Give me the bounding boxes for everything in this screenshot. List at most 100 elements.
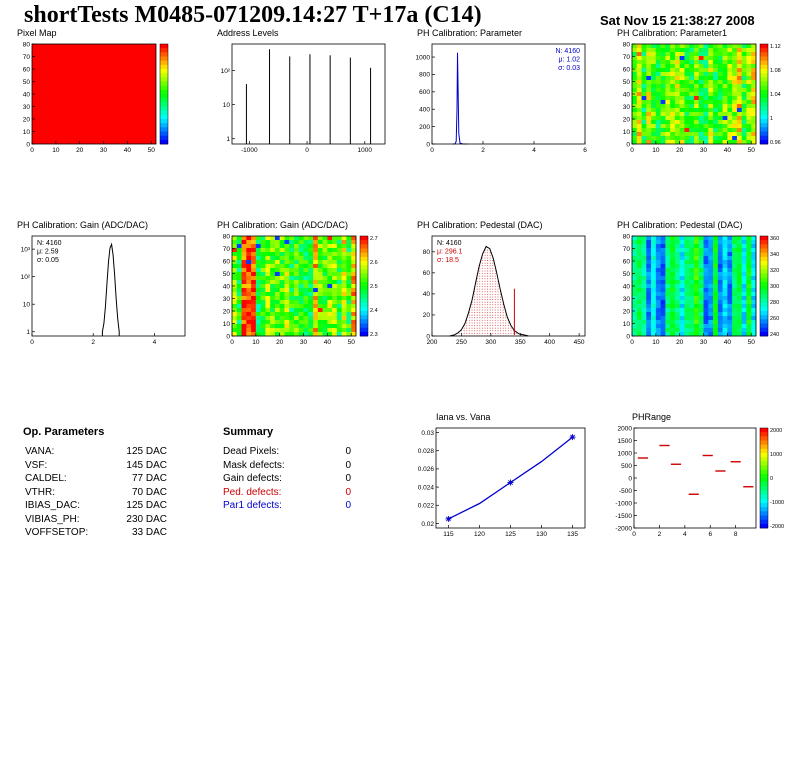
- svg-text:10: 10: [652, 339, 660, 346]
- param-row: CALDEL: 77 DAC: [25, 473, 167, 484]
- svg-text:600: 600: [419, 89, 430, 96]
- svg-text:60: 60: [623, 258, 631, 265]
- iana-vs-vana-plot: 115 120 125 130 135 0.02 0.022 0.024 0.026 0.028 0…: [418, 427, 586, 538]
- param-row: VTHR: 70 DAC: [25, 486, 167, 498]
- svg-text:20: 20: [623, 308, 631, 315]
- chart-title: Iana vs. Vana: [436, 412, 491, 422]
- svg-text:6: 6: [708, 531, 712, 538]
- svg-text:0.024: 0.024: [418, 484, 435, 491]
- param-row: Gain defects: 0: [223, 473, 351, 484]
- svg-text:-2000: -2000: [770, 524, 784, 530]
- svg-text:2000: 2000: [618, 425, 633, 432]
- svg-text:70: 70: [623, 246, 631, 253]
- chart-title: PHRange: [632, 412, 672, 422]
- svg-text:50: 50: [223, 271, 231, 278]
- svg-text:50: 50: [148, 147, 156, 154]
- svg-text:300: 300: [770, 284, 779, 290]
- svg-text:0.96: 0.96: [770, 140, 781, 146]
- svg-text:125: 125: [505, 531, 516, 538]
- svg-text:2.7: 2.7: [370, 236, 378, 242]
- chart-title: PH Calibration: Parameter1: [617, 28, 728, 38]
- svg-text:2.4: 2.4: [370, 308, 378, 314]
- svg-text:σ: 0.05: σ: 0.05: [37, 257, 59, 264]
- svg-text:2.3: 2.3: [370, 332, 378, 338]
- chart-title: PH Calibration: Parameter: [417, 28, 523, 38]
- svg-text:250: 250: [456, 339, 467, 346]
- param-row: VIBIAS_PH: 230 DAC: [25, 513, 167, 525]
- svg-text:0: 0: [770, 476, 773, 482]
- svg-text:30: 30: [100, 147, 108, 154]
- svg-text:260: 260: [770, 316, 779, 322]
- pedestal-heatmap: 0 10 20 30 40 50 0 10 20 30 40 50 60 70 80 360 340 320 300…: [623, 233, 779, 346]
- param-row: Dead Pixels: 0: [223, 446, 351, 457]
- svg-text:450: 450: [574, 339, 585, 346]
- svg-text:40: 40: [623, 283, 631, 290]
- svg-text:20: 20: [676, 339, 684, 346]
- svg-text:1000: 1000: [358, 147, 373, 154]
- svg-text:40: 40: [423, 291, 431, 298]
- svg-text:σ: 0.03: σ: 0.03: [558, 65, 580, 72]
- svg-text:N: 4160: N: 4160: [37, 240, 62, 247]
- svg-text:80: 80: [223, 233, 231, 240]
- svg-text:0: 0: [632, 531, 636, 538]
- timestamp: Sat Nov 15 21:38:27 2008: [600, 13, 755, 28]
- svg-text:50: 50: [623, 79, 631, 86]
- svg-text:400: 400: [419, 107, 430, 114]
- panel-address-levels: Address Levels -1000 0 1000 1 10 10²: [206, 28, 398, 157]
- chart-title: PH Calibration: Gain (ADC/DAC): [17, 220, 149, 230]
- panel-pedestal-hist: PH Calibration: Pedestal (DAC) 200 250 300…: [406, 220, 598, 349]
- svg-text:0: 0: [230, 339, 234, 346]
- svg-text:30: 30: [700, 339, 708, 346]
- svg-text:50: 50: [623, 271, 631, 278]
- summary-title: Summary: [223, 426, 274, 438]
- svg-text:50: 50: [748, 339, 756, 346]
- svg-text:10: 10: [223, 102, 231, 109]
- panel-gain-hist: PH Calibration: Gain (ADC/DAC) 0 2 4 1 10 10²…: [6, 220, 198, 349]
- ph-parameter-histogram: 0 2 4 6 0 200 400 600 800 1000 N: 4160 μ: 1.02σ: 0.…: [416, 43, 587, 154]
- svg-text:1.04: 1.04: [770, 92, 781, 98]
- svg-text:-2000: -2000: [615, 525, 632, 532]
- svg-text:0: 0: [305, 147, 309, 154]
- svg-text:40: 40: [223, 283, 231, 290]
- svg-text:1000: 1000: [770, 452, 782, 458]
- panel-ph-parameter1: PH Calibration: Parameter1 0 10 20 30 40 50 0 1…: [606, 28, 796, 157]
- svg-text:0: 0: [430, 147, 434, 154]
- panel-summary: Summary Dead Pixels: 0 Mask defects: 0 Gain …: [206, 412, 398, 513]
- svg-text:30: 30: [623, 296, 631, 303]
- svg-text:20: 20: [23, 116, 31, 123]
- svg-text:2000: 2000: [770, 428, 782, 434]
- svg-text:0.03: 0.03: [421, 430, 434, 437]
- address-levels-histogram: -1000 0 1000 1 10 10²: [221, 43, 386, 154]
- svg-text:400: 400: [544, 339, 555, 346]
- gain-heatmap: 0 10 20 30 40 50 0 10 20 30 40 50 60 70 80 2.7 2.6 2.5 2.4…: [223, 233, 378, 346]
- svg-text:40: 40: [623, 91, 631, 98]
- page-title: shortTests M0485-071209.14:27 T+17a (C14…: [24, 2, 482, 28]
- svg-text:4: 4: [683, 531, 687, 538]
- svg-text:70: 70: [623, 54, 631, 61]
- panel-pixel-map: Pixel Map 0 10 20 30 40 50 0 10 20 30 40 50 60 70 80: [6, 28, 198, 157]
- panel-ph-parameter: PH Calibration: Parameter 0 2 4 6 0 200 400 600…: [406, 28, 598, 157]
- svg-text:-1000: -1000: [770, 500, 784, 506]
- chart-title: Pixel Map: [17, 28, 57, 38]
- svg-text:60: 60: [623, 66, 631, 73]
- svg-text:300: 300: [485, 339, 496, 346]
- svg-text:0: 0: [630, 147, 634, 154]
- svg-text:σ: 18.5: σ: 18.5: [437, 257, 459, 264]
- svg-text:20: 20: [623, 116, 631, 123]
- chart-title: PH Calibration: Gain (ADC/DAC): [217, 220, 349, 230]
- svg-text:10²: 10²: [221, 68, 231, 75]
- svg-text:120: 120: [474, 531, 485, 538]
- phrange-plot: 0 2 4 6 8 2000 1500 1000 500 0 -500 -1000 -1500 -2000…: [615, 425, 784, 538]
- svg-text:50: 50: [23, 79, 31, 86]
- svg-text:2.6: 2.6: [370, 260, 378, 266]
- svg-text:20: 20: [276, 339, 284, 346]
- svg-text:40: 40: [724, 339, 732, 346]
- chart-title: Address Levels: [217, 28, 279, 38]
- svg-text:280: 280: [770, 300, 779, 306]
- svg-text:10: 10: [623, 129, 631, 136]
- gain-histogram: 0 2 4 1 10 10² 10³ N: 4160 μ: 2.59σ: 0.05: [21, 235, 186, 346]
- svg-text:70: 70: [223, 246, 231, 253]
- pixel-map-heatmap: 0 10 20 30 40 50 0 10 20 30 40 50 60 70 80: [23, 41, 169, 154]
- chart-title: PH Calibration: Pedestal (DAC): [617, 220, 743, 230]
- svg-text:-1000: -1000: [241, 147, 258, 154]
